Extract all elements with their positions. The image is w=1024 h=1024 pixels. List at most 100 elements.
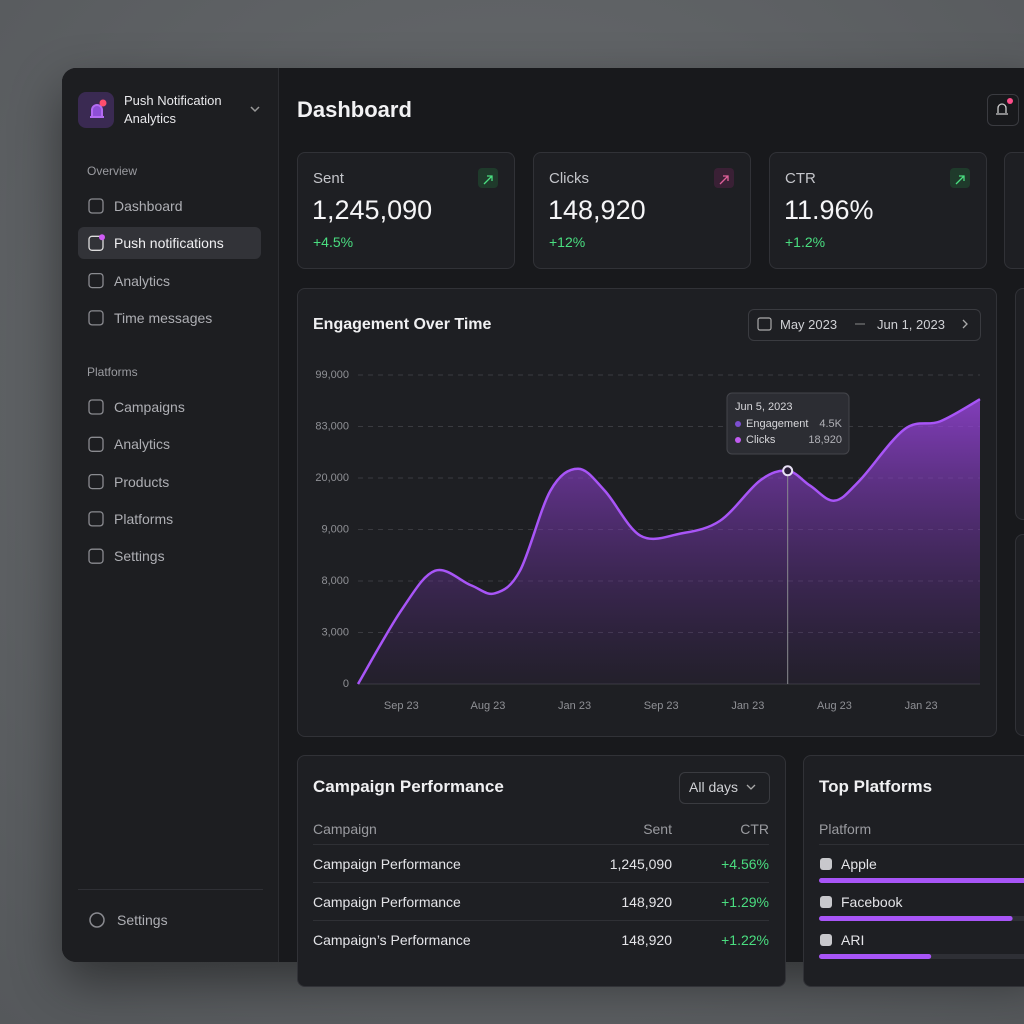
table-cell: 148,920 (621, 894, 672, 910)
settings-icon (89, 912, 105, 928)
notify-button[interactable] (987, 94, 1019, 126)
nav-item[interactable]: Push notifications (114, 235, 224, 252)
platform-name: Facebook (841, 894, 903, 910)
tooltip (726, 392, 850, 455)
nav-item[interactable]: Dashboard (114, 198, 183, 214)
nav-item[interactable]: Settings (117, 912, 168, 928)
campaign-panel (297, 755, 786, 987)
date-range[interactable] (748, 309, 981, 341)
tooltip-label: Engagement (746, 418, 808, 430)
tooltip-dot (735, 437, 741, 443)
side-panel (1015, 534, 1024, 736)
stat-card (1004, 152, 1024, 269)
stat-label: Clicks (549, 170, 589, 187)
nav-item[interactable]: Analytics (114, 436, 171, 453)
nav-item[interactable]: Platforms (114, 510, 174, 527)
side-panel (1015, 288, 1024, 520)
area (358, 399, 980, 684)
bell-icon (90, 104, 104, 118)
platform-icon (820, 896, 832, 908)
x-tick-label: Aug 23 (471, 700, 506, 712)
y-tick-label: 99,000 (315, 369, 349, 381)
nav-item[interactable]: Settings (114, 548, 165, 565)
chart-title: Engagement Over Time (313, 316, 492, 333)
nav-active-bg (78, 227, 261, 260)
table-cell: Campaign Performance (313, 894, 461, 910)
row-divider (313, 882, 769, 883)
platform-name: ARI (841, 932, 865, 948)
stat-label: Sent (313, 170, 344, 187)
platform-bar (819, 878, 1024, 883)
filter-dropdown[interactable] (679, 772, 770, 804)
stat-label: CTR (785, 170, 816, 187)
table-header: CTR (740, 821, 769, 837)
x-tick-label: Jan 23 (558, 700, 591, 712)
tooltip-value: 18,920 (808, 434, 842, 446)
bell-icon (996, 103, 1008, 115)
badge (99, 234, 105, 241)
table-header: Platform (819, 821, 872, 837)
table-header: Campaign (313, 821, 377, 837)
nav-item[interactable]: Products (114, 473, 170, 490)
platform-panel (803, 755, 1024, 987)
trend-icon (719, 175, 729, 185)
row-divider (313, 920, 769, 921)
app-title: Push Notification (124, 93, 222, 108)
platform-bar (819, 916, 1013, 921)
nav-icon (88, 511, 104, 527)
platform-icon (820, 858, 832, 870)
stat-icon (950, 168, 970, 188)
calendar-icon (757, 317, 772, 331)
x-tick-label: Sep 23 (384, 700, 419, 712)
date-to: Jun 1, 2023 (877, 317, 945, 332)
x-tick-label: Sep 23 (644, 700, 679, 712)
nav-icon (88, 548, 104, 564)
table-header: Sent (643, 821, 672, 837)
trend-icon (483, 175, 493, 185)
nav-icon (88, 310, 104, 326)
stat-change: +4.5% (313, 234, 354, 250)
y-tick-label: 3,000 (321, 626, 349, 638)
chevron (250, 106, 260, 113)
x-tick-label: Jan 23 (731, 700, 764, 712)
app-title: Analytics (124, 111, 177, 126)
nav-icon (88, 473, 104, 490)
nav-icon (88, 235, 104, 251)
nav-item[interactable]: Analytics (114, 272, 171, 289)
date-from: May 2023 (780, 317, 838, 332)
x-tick-label: Jan 23 (905, 700, 938, 712)
nav-icon (88, 198, 104, 214)
divider (78, 889, 263, 890)
sidebar (62, 68, 279, 962)
tooltip-date: Jun 5, 2023 (735, 401, 793, 413)
row-divider (313, 844, 769, 845)
nav-item[interactable]: Campaigns (114, 399, 185, 415)
y-tick-label: 83,000 (315, 420, 349, 432)
nav-icon (88, 272, 104, 289)
tooltip-label: Clicks (746, 434, 776, 446)
x-tick-label: Aug 23 (817, 700, 852, 712)
stat-value: 1,245,090 (312, 195, 433, 225)
table-cell: +1.29% (721, 894, 769, 910)
panel-title: Top Platforms (819, 777, 933, 796)
y-tick-label: 9,000 (321, 523, 349, 535)
platform-icon (820, 934, 832, 946)
stat-change: +1.2% (785, 234, 826, 250)
stat-icon (478, 168, 498, 188)
stat-value: 11.96% (784, 195, 874, 225)
table-cell: 148,920 (621, 932, 672, 948)
badge (1007, 98, 1013, 104)
badge (99, 99, 107, 107)
nav-icon (88, 399, 104, 415)
table-cell: Campaign’s Performance (313, 932, 471, 948)
y-tick-label: 0 (343, 678, 349, 690)
table-cell: +1.22% (721, 932, 769, 948)
stat-icon (714, 168, 734, 188)
nav-item[interactable]: Time messages (114, 309, 213, 326)
tooltip-value: 4.5K (819, 418, 842, 430)
y-tick-label: 20,000 (315, 472, 349, 484)
page-title: Dashboard (297, 97, 412, 122)
line (356, 398, 981, 685)
